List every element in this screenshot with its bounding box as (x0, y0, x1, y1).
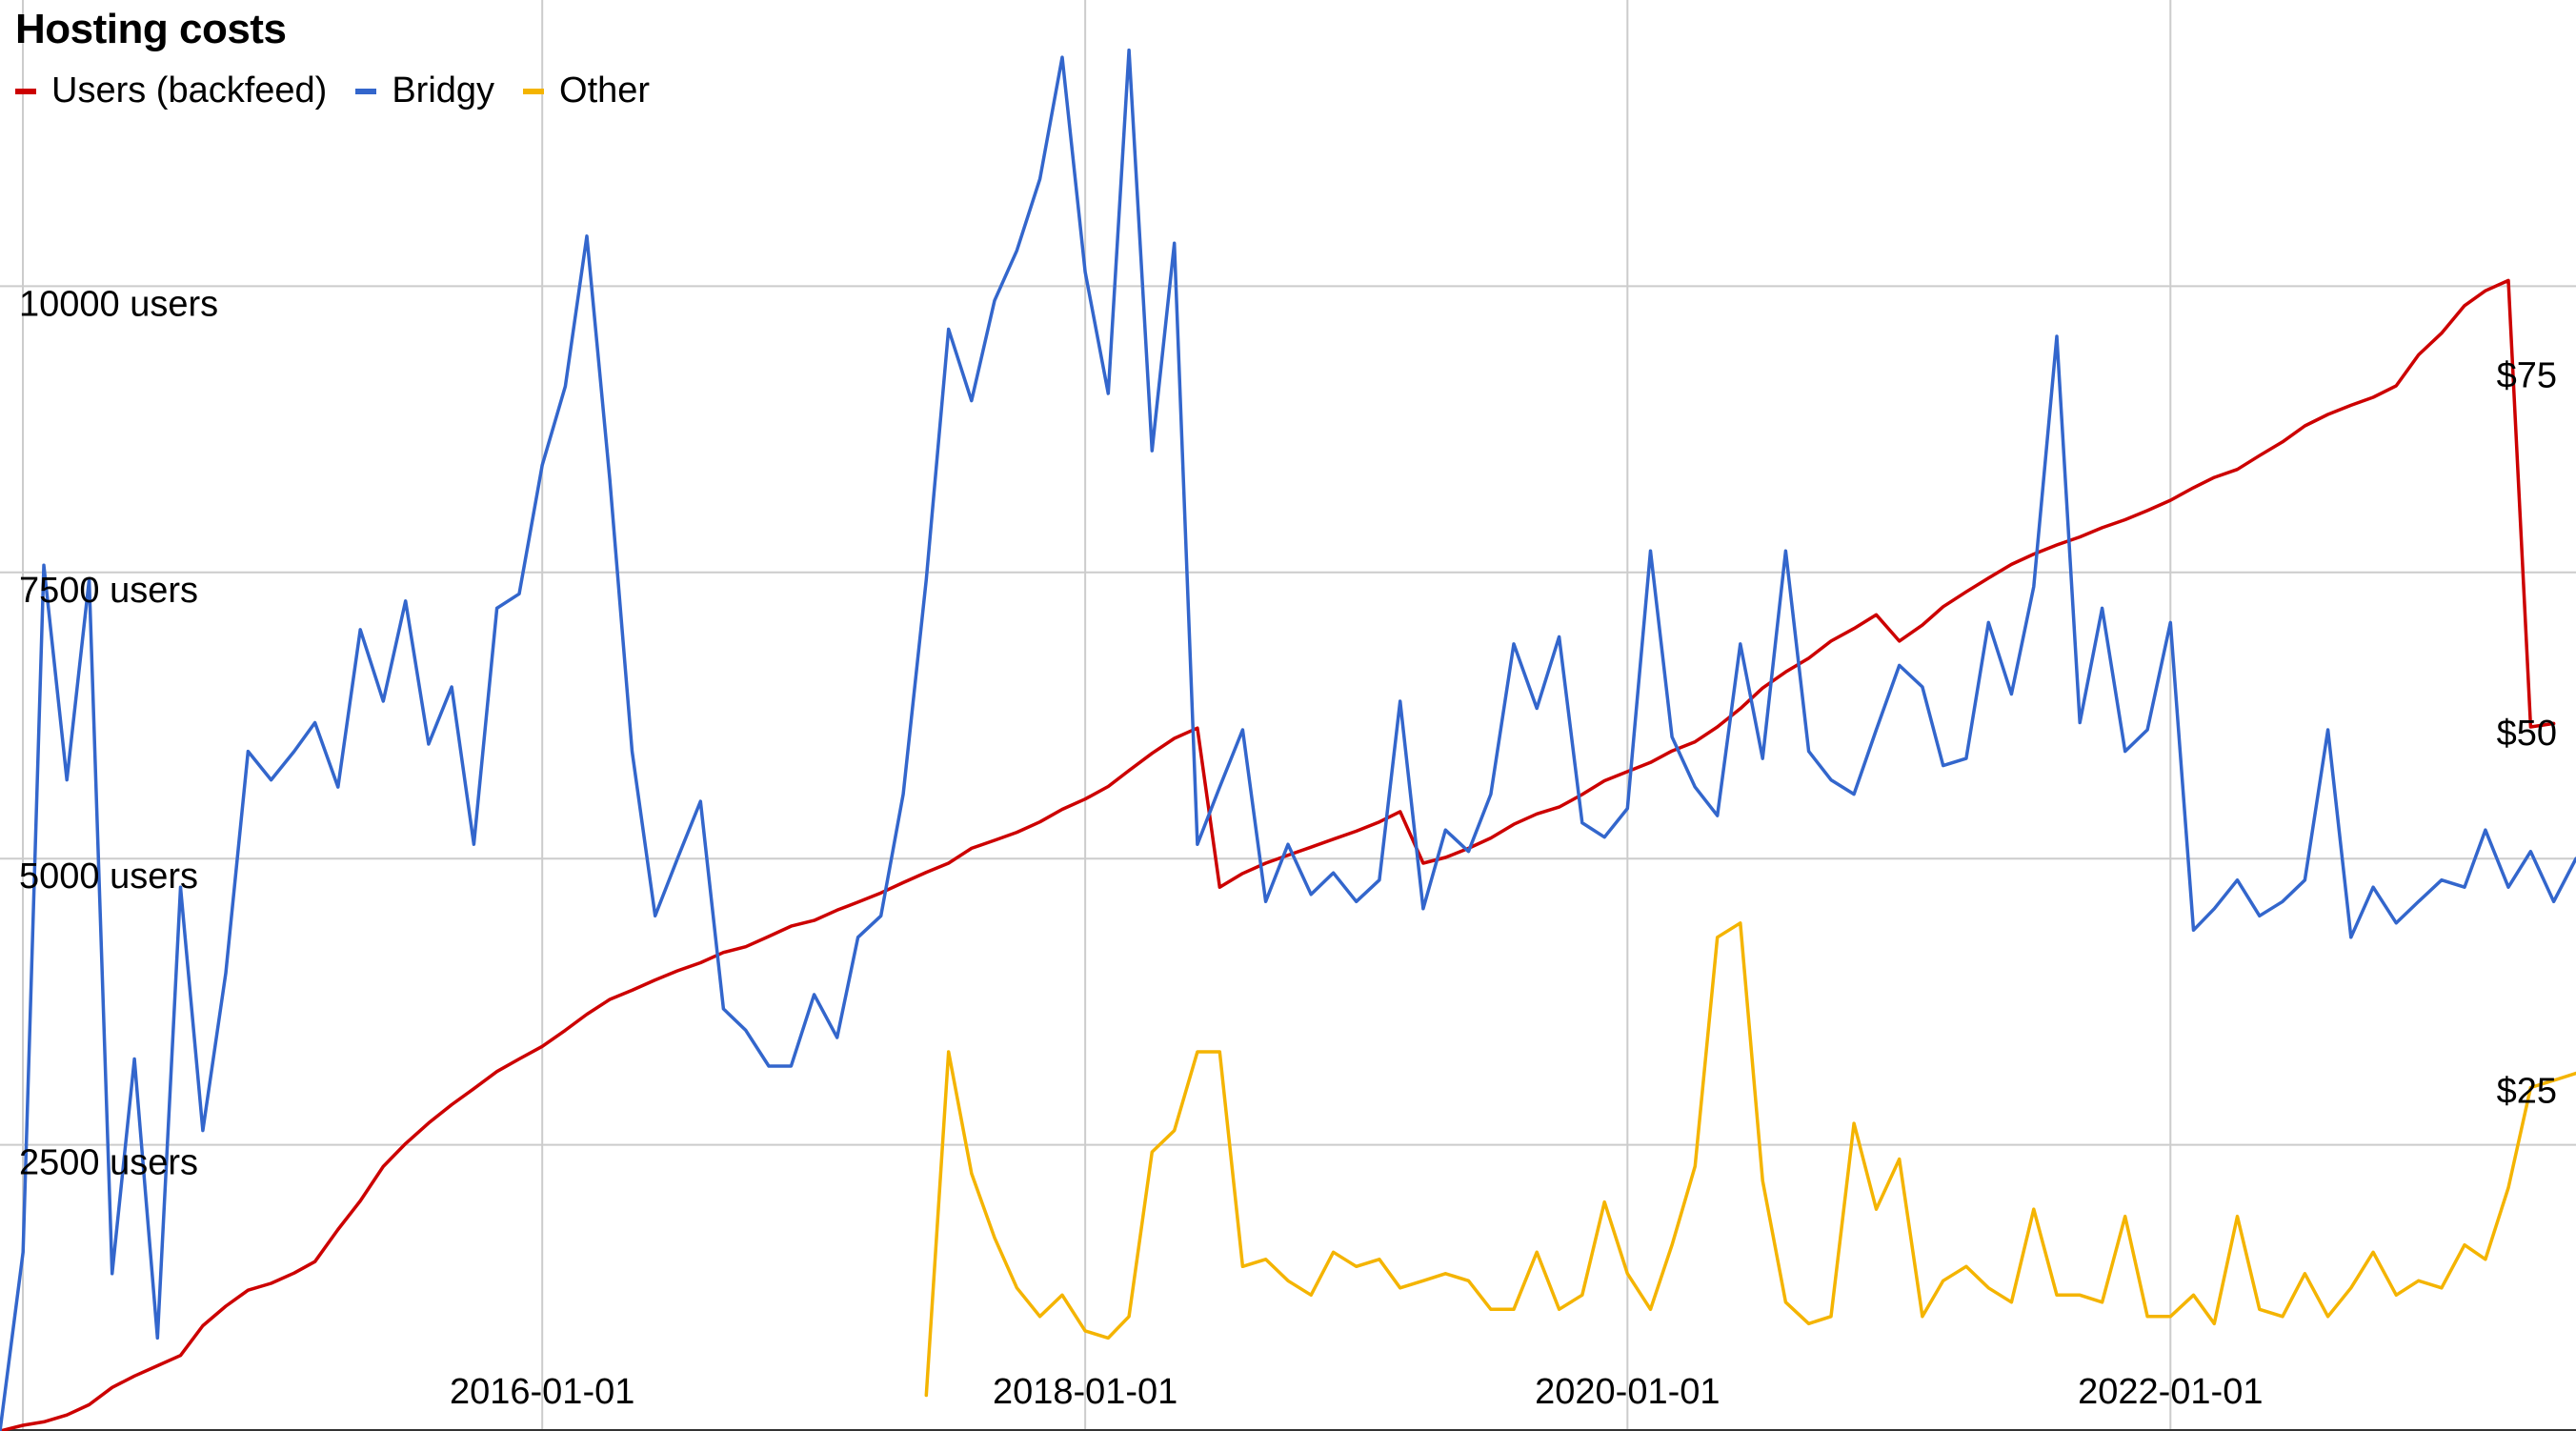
legend-label-other: Other (559, 71, 651, 111)
series-line-2 (924, 921, 2576, 1398)
x-tick-label-0: 2016-01-01 (450, 1372, 634, 1412)
legend-label-users: Users (backfeed) (51, 71, 328, 111)
y-right-tick-label-1: $50 (2497, 714, 2557, 754)
y-right-tick-label-0: $25 (2497, 1072, 2557, 1112)
legend-swatch-users (15, 88, 36, 94)
series-line-0 (0, 278, 2556, 1431)
chart-title: Hosting costs (15, 6, 287, 52)
legend-item-bridgy[interactable]: Bridgy (355, 71, 494, 111)
y-right-tick-label-2: $75 (2497, 356, 2557, 396)
y-left-tick-label-1: 5000 users (19, 857, 198, 897)
y-left-tick-label-3: 10000 users (19, 284, 218, 324)
y-left-tick-label-0: 2500 users (19, 1143, 198, 1183)
legend-swatch-bridgy (355, 88, 377, 94)
legend-swatch-other (523, 88, 545, 94)
x-tick-label-2: 2020-01-01 (1535, 1372, 1720, 1412)
legend-item-other[interactable]: Other (523, 71, 650, 111)
legend-label-bridgy: Bridgy (392, 71, 495, 111)
series-line-1 (0, 48, 2576, 1431)
legend: Users (backfeed) Bridgy Other (15, 71, 678, 111)
x-tick-label-1: 2018-01-01 (993, 1372, 1177, 1412)
legend-item-users[interactable]: Users (backfeed) (15, 71, 327, 111)
x-tick-label-3: 2022-01-01 (2078, 1372, 2263, 1412)
y-left-tick-label-2: 7500 users (19, 571, 198, 611)
